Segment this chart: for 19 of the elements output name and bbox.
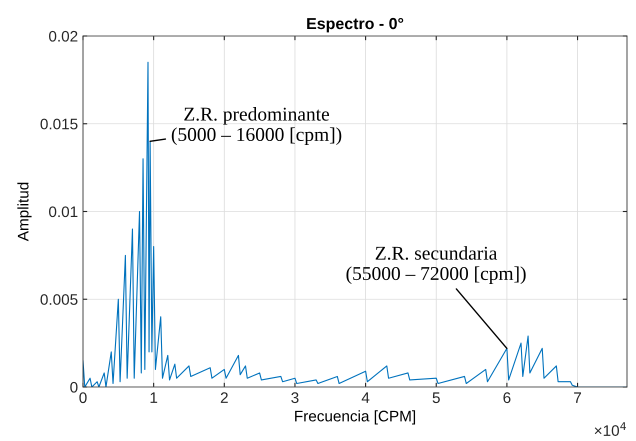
- x-tick-label: 2: [220, 392, 228, 403]
- text: ×10$^{4}$: [594, 422, 626, 436]
- x-axis-title: Frecuencia [CPM]: [295, 410, 416, 425]
- x-tick-label: 1: [150, 392, 158, 403]
- y-tick-label: 0.01: [49, 206, 78, 218]
- x-tick-label: 7: [574, 392, 582, 403]
- y-tick-label: 0.005: [40, 294, 78, 305]
- annotation: Z.R. secundaria (55000 – 72000 [cpm]): [346, 246, 526, 284]
- x-tick-label: 4: [362, 392, 370, 403]
- chart-title: Espectro - 0°: [307, 18, 404, 32]
- y-tick-label: 0.015: [40, 118, 78, 130]
- x-tick-label: 3: [291, 392, 299, 404]
- annotation: Z.R. predominante (5000 – 16000 [cpm]): [172, 107, 342, 146]
- x-tick-label: 6: [503, 392, 510, 404]
- y-tick-label: 0.02: [49, 30, 78, 42]
- y-axis-title: Amplitud: [17, 182, 32, 242]
- y-tick-label: 0: [70, 382, 78, 393]
- x-tick-label: 0: [79, 392, 87, 404]
- x-tick-label: 5: [432, 392, 440, 404]
